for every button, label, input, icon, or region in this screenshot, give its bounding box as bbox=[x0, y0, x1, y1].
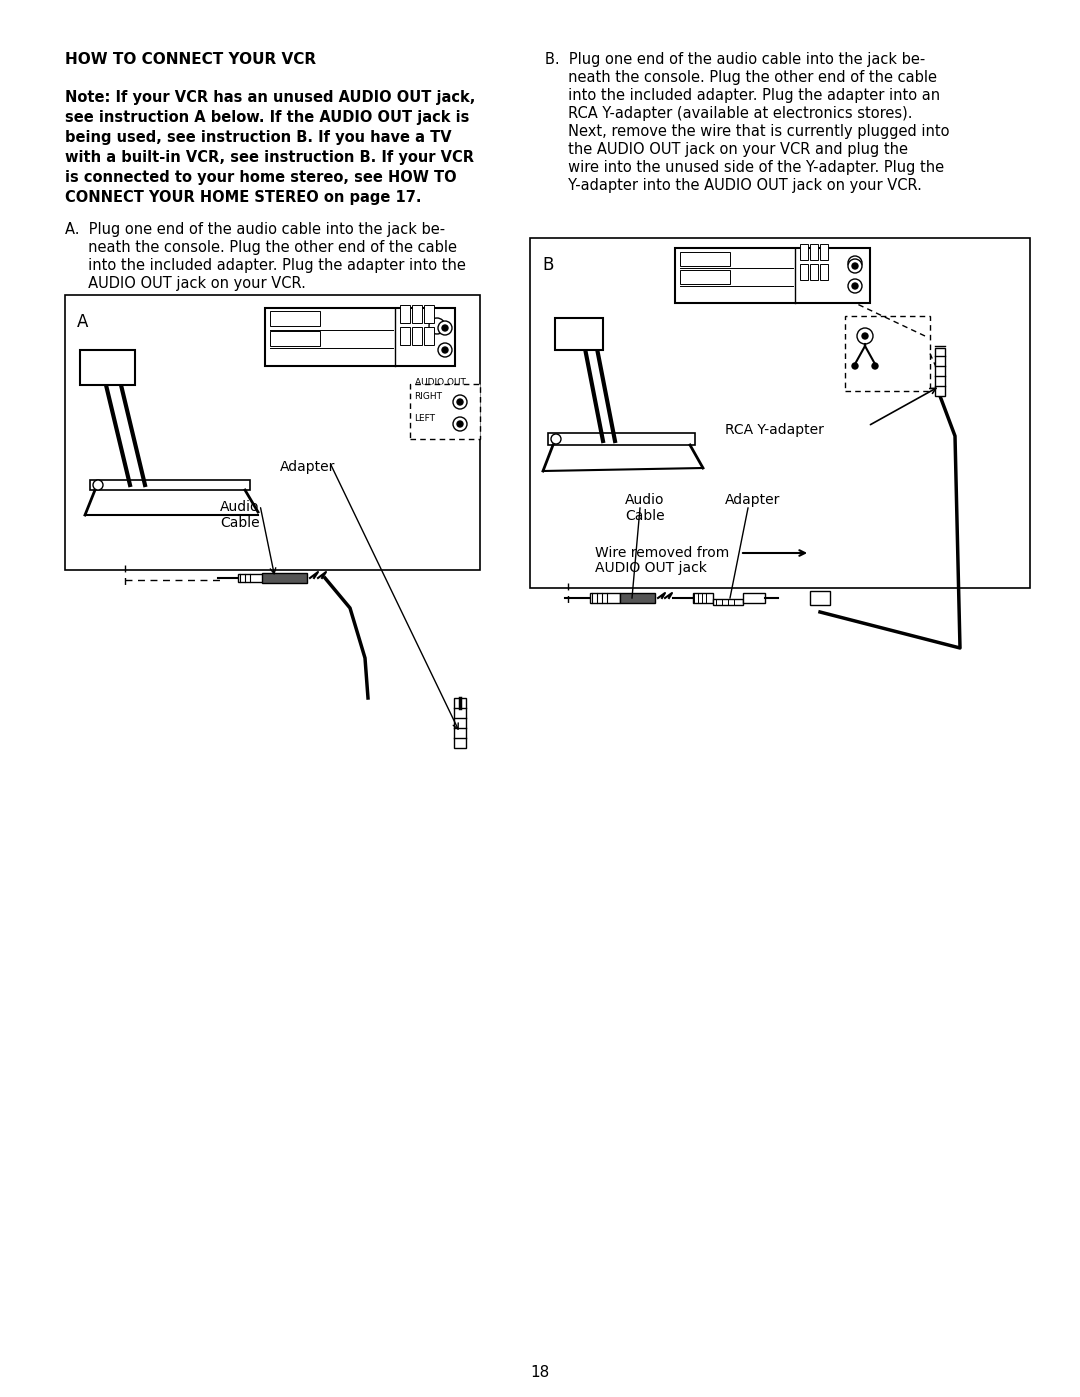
Circle shape bbox=[872, 363, 878, 369]
Circle shape bbox=[429, 319, 445, 334]
Bar bbox=[555, 319, 603, 351]
Text: is connected to your home stereo, see HOW TO: is connected to your home stereo, see HO… bbox=[65, 170, 457, 184]
Bar bbox=[400, 305, 410, 323]
Circle shape bbox=[852, 363, 858, 369]
Bar bbox=[65, 295, 480, 570]
Text: RIGHT: RIGHT bbox=[414, 393, 442, 401]
Text: AUDIO OUT: AUDIO OUT bbox=[415, 379, 465, 387]
Circle shape bbox=[551, 434, 561, 444]
Bar bbox=[935, 348, 945, 395]
Circle shape bbox=[862, 332, 868, 339]
Bar bbox=[80, 351, 135, 386]
Bar bbox=[454, 698, 465, 747]
Text: RCA Y-adapter (available at electronics stores).: RCA Y-adapter (available at electronics … bbox=[545, 106, 913, 122]
Bar bbox=[424, 327, 434, 345]
Circle shape bbox=[848, 258, 862, 272]
Bar bbox=[262, 573, 307, 583]
Text: RCA Y-adapter: RCA Y-adapter bbox=[725, 423, 824, 437]
Text: Audio
Cable: Audio Cable bbox=[625, 493, 664, 524]
Bar bbox=[810, 244, 818, 260]
Text: into the included adapter. Plug the adapter into the: into the included adapter. Plug the adap… bbox=[65, 258, 465, 272]
Text: CONNECT YOUR HOME STEREO on page 17.: CONNECT YOUR HOME STEREO on page 17. bbox=[65, 190, 421, 205]
Bar bbox=[424, 305, 434, 323]
Text: wire into the unused side of the Y-adapter. Plug the: wire into the unused side of the Y-adapt… bbox=[545, 161, 944, 175]
Text: AUDIO OUT jack: AUDIO OUT jack bbox=[595, 562, 707, 576]
Bar bbox=[800, 264, 808, 279]
Text: the AUDIO OUT jack on your VCR and plug the: the AUDIO OUT jack on your VCR and plug … bbox=[545, 142, 908, 156]
Circle shape bbox=[453, 416, 467, 432]
Text: Audio
Cable: Audio Cable bbox=[220, 500, 259, 531]
Text: Y-adapter into the AUDIO OUT jack on your VCR.: Y-adapter into the AUDIO OUT jack on you… bbox=[545, 177, 922, 193]
Text: neath the console. Plug the other end of the cable: neath the console. Plug the other end of… bbox=[545, 70, 937, 85]
Circle shape bbox=[453, 395, 467, 409]
Bar bbox=[270, 331, 320, 346]
Circle shape bbox=[438, 321, 453, 335]
Circle shape bbox=[457, 400, 463, 405]
Bar bbox=[743, 592, 765, 604]
Bar bbox=[820, 244, 828, 260]
Text: A.  Plug one end of the audio cable into the jack be-: A. Plug one end of the audio cable into … bbox=[65, 222, 445, 237]
Text: A: A bbox=[77, 313, 89, 331]
Bar bbox=[800, 244, 808, 260]
Bar bbox=[620, 592, 654, 604]
Text: neath the console. Plug the other end of the cable: neath the console. Plug the other end of… bbox=[65, 240, 457, 256]
Text: B.  Plug one end of the audio cable into the jack be-: B. Plug one end of the audio cable into … bbox=[545, 52, 926, 67]
Bar bbox=[400, 327, 410, 345]
Bar bbox=[845, 316, 930, 391]
Text: Adapter: Adapter bbox=[725, 493, 781, 507]
Text: Next, remove the wire that is currently plugged into: Next, remove the wire that is currently … bbox=[545, 124, 949, 138]
Circle shape bbox=[457, 420, 463, 427]
Bar bbox=[693, 592, 713, 604]
Bar bbox=[810, 264, 818, 279]
Text: see instruction A below. If the AUDIO OUT jack is: see instruction A below. If the AUDIO OU… bbox=[65, 110, 470, 124]
Text: AUDIO OUT jack on your VCR.: AUDIO OUT jack on your VCR. bbox=[65, 277, 306, 291]
Text: being used, see instruction B. If you have a TV: being used, see instruction B. If you ha… bbox=[65, 130, 451, 145]
Bar bbox=[680, 251, 730, 265]
Circle shape bbox=[438, 344, 453, 358]
Circle shape bbox=[93, 481, 103, 490]
Bar bbox=[90, 481, 249, 490]
Bar bbox=[590, 592, 620, 604]
Bar bbox=[820, 264, 828, 279]
Circle shape bbox=[848, 279, 862, 293]
Bar bbox=[675, 249, 870, 303]
Circle shape bbox=[848, 256, 862, 270]
Bar bbox=[810, 591, 831, 605]
Bar bbox=[548, 433, 696, 446]
Bar bbox=[411, 305, 422, 323]
Text: with a built-in VCR, see instruction B. If your VCR: with a built-in VCR, see instruction B. … bbox=[65, 149, 474, 165]
Circle shape bbox=[852, 263, 858, 270]
Circle shape bbox=[852, 284, 858, 289]
Bar bbox=[713, 599, 743, 605]
Text: Note: If your VCR has an unused AUDIO OUT jack,: Note: If your VCR has an unused AUDIO OU… bbox=[65, 89, 475, 105]
Text: 18: 18 bbox=[530, 1365, 550, 1380]
Text: LEFT: LEFT bbox=[414, 414, 435, 423]
Text: into the included adapter. Plug the adapter into an: into the included adapter. Plug the adap… bbox=[545, 88, 940, 103]
Circle shape bbox=[442, 326, 448, 331]
Bar bbox=[680, 270, 730, 284]
Bar bbox=[265, 307, 455, 366]
Text: B: B bbox=[542, 256, 553, 274]
Bar bbox=[530, 237, 1030, 588]
Text: HOW TO CONNECT YOUR VCR: HOW TO CONNECT YOUR VCR bbox=[65, 52, 316, 67]
Bar bbox=[410, 384, 480, 439]
Text: Adapter: Adapter bbox=[280, 460, 336, 474]
Circle shape bbox=[442, 346, 448, 353]
Text: Wire removed from: Wire removed from bbox=[595, 546, 729, 560]
Bar bbox=[411, 327, 422, 345]
Circle shape bbox=[858, 328, 873, 344]
Bar bbox=[270, 312, 320, 326]
Bar bbox=[238, 574, 264, 583]
